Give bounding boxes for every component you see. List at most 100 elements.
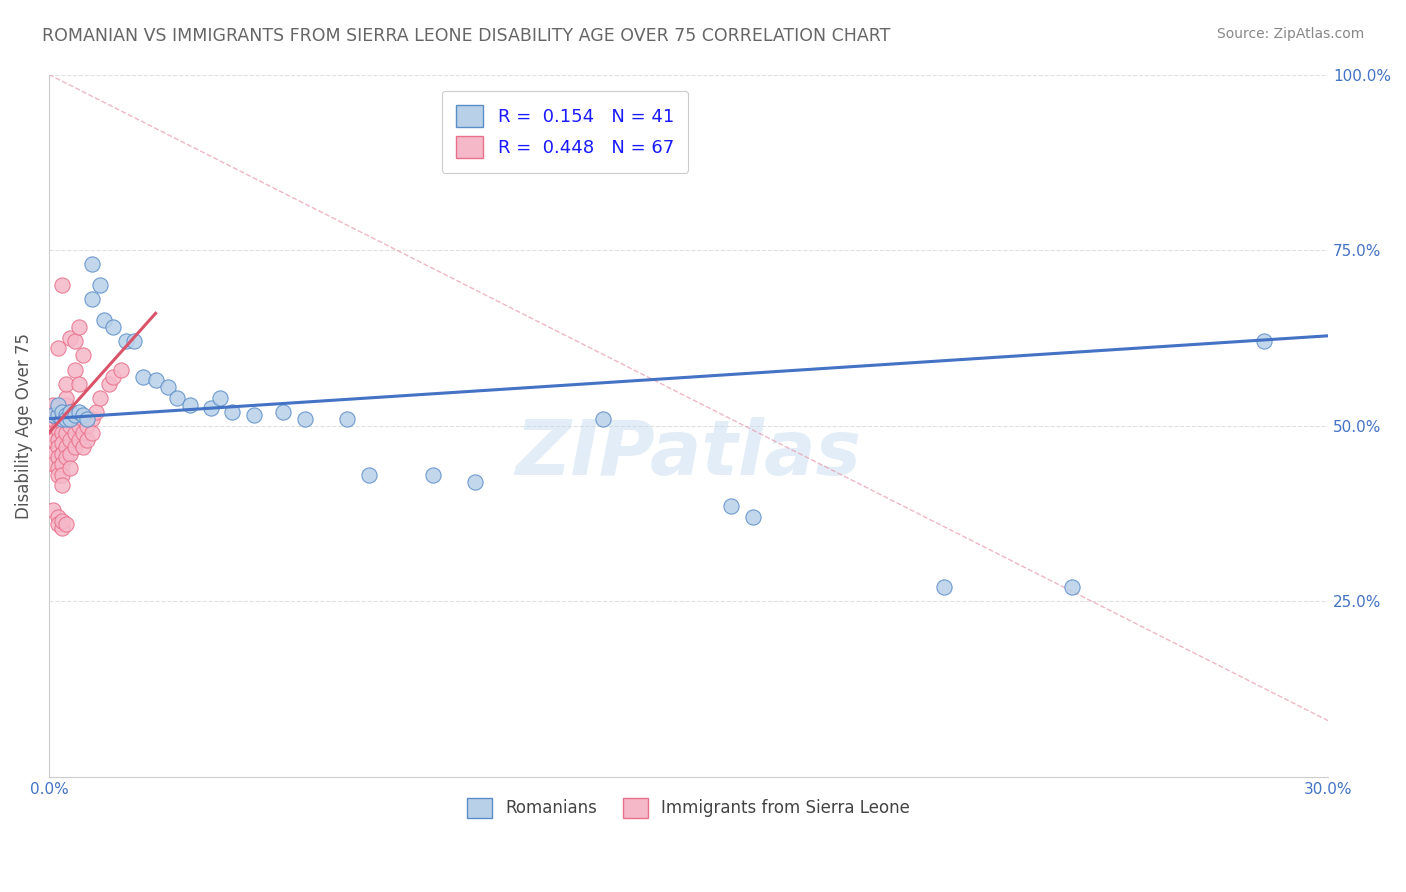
- Point: [42, 447, 65, 461]
- Point: [59, 331, 82, 345]
- Point: [46, 460, 69, 475]
- Point: [59, 460, 82, 475]
- Point: [55, 398, 77, 412]
- Point: [63, 362, 86, 376]
- Point: [80, 293, 103, 307]
- Point: [51, 467, 73, 482]
- Point: [46, 510, 69, 524]
- Point: [46, 401, 69, 416]
- Point: [46, 408, 69, 422]
- Point: [89, 391, 111, 405]
- Point: [42, 408, 65, 422]
- Point: [72, 348, 94, 362]
- Point: [51, 514, 73, 528]
- Point: [273, 404, 295, 418]
- Point: [93, 313, 115, 327]
- Point: [1062, 580, 1084, 594]
- Point: [336, 411, 359, 425]
- Point: [357, 467, 380, 482]
- Point: [59, 404, 82, 418]
- Point: [97, 376, 120, 391]
- Point: [42, 425, 65, 440]
- Point: [122, 334, 145, 349]
- Point: [46, 422, 69, 436]
- Point: [55, 425, 77, 440]
- Point: [51, 425, 73, 440]
- Point: [55, 440, 77, 454]
- Point: [46, 467, 69, 482]
- Point: [51, 478, 73, 492]
- Point: [72, 440, 94, 454]
- Point: [114, 334, 136, 349]
- Point: [76, 411, 98, 425]
- Point: [63, 408, 86, 422]
- Text: ZIPatlas: ZIPatlas: [516, 417, 862, 491]
- Point: [46, 516, 69, 531]
- Point: [59, 411, 82, 425]
- Point: [67, 320, 90, 334]
- Point: [55, 516, 77, 531]
- Point: [46, 433, 69, 447]
- Point: [59, 433, 82, 447]
- Point: [59, 404, 82, 418]
- Point: [51, 415, 73, 429]
- Point: [179, 398, 201, 412]
- Point: [76, 418, 98, 433]
- Legend: Romanians, Immigrants from Sierra Leone: Romanians, Immigrants from Sierra Leone: [461, 791, 917, 825]
- Point: [1253, 334, 1275, 349]
- Point: [63, 334, 86, 349]
- Point: [67, 433, 90, 447]
- Y-axis label: Disability Age Over 75: Disability Age Over 75: [15, 333, 32, 518]
- Point: [51, 404, 73, 418]
- Point: [72, 425, 94, 440]
- Point: [132, 369, 155, 384]
- Point: [51, 458, 73, 472]
- Point: [42, 458, 65, 472]
- Text: Source: ZipAtlas.com: Source: ZipAtlas.com: [1216, 27, 1364, 41]
- Point: [741, 510, 763, 524]
- Point: [51, 520, 73, 534]
- Point: [59, 418, 82, 433]
- Point: [63, 440, 86, 454]
- Point: [55, 391, 77, 405]
- Point: [67, 418, 90, 433]
- Point: [55, 411, 77, 425]
- Point: [42, 418, 65, 433]
- Point: [46, 450, 69, 465]
- Point: [72, 408, 94, 422]
- Point: [63, 411, 86, 425]
- Point: [208, 391, 231, 405]
- Point: [55, 411, 77, 425]
- Text: ROMANIAN VS IMMIGRANTS FROM SIERRA LEONE DISABILITY AGE OVER 75 CORRELATION CHAR: ROMANIAN VS IMMIGRANTS FROM SIERRA LEONE…: [42, 27, 890, 45]
- Point: [55, 408, 77, 422]
- Point: [110, 362, 132, 376]
- Point: [63, 425, 86, 440]
- Point: [101, 369, 124, 384]
- Point: [51, 278, 73, 293]
- Point: [200, 401, 222, 416]
- Point: [166, 391, 188, 405]
- Point: [89, 278, 111, 293]
- Point: [464, 475, 486, 489]
- Point: [59, 447, 82, 461]
- Point: [80, 425, 103, 440]
- Point: [42, 398, 65, 412]
- Point: [76, 433, 98, 447]
- Point: [42, 404, 65, 418]
- Point: [51, 447, 73, 461]
- Point: [422, 467, 444, 482]
- Point: [157, 380, 180, 394]
- Point: [294, 411, 316, 425]
- Point: [720, 500, 742, 514]
- Point: [46, 398, 69, 412]
- Point: [101, 320, 124, 334]
- Point: [80, 411, 103, 425]
- Point: [934, 580, 956, 594]
- Point: [46, 342, 69, 356]
- Point: [80, 257, 103, 271]
- Point: [242, 408, 264, 422]
- Point: [51, 404, 73, 418]
- Point: [51, 411, 73, 425]
- Point: [55, 450, 77, 465]
- Point: [67, 404, 90, 418]
